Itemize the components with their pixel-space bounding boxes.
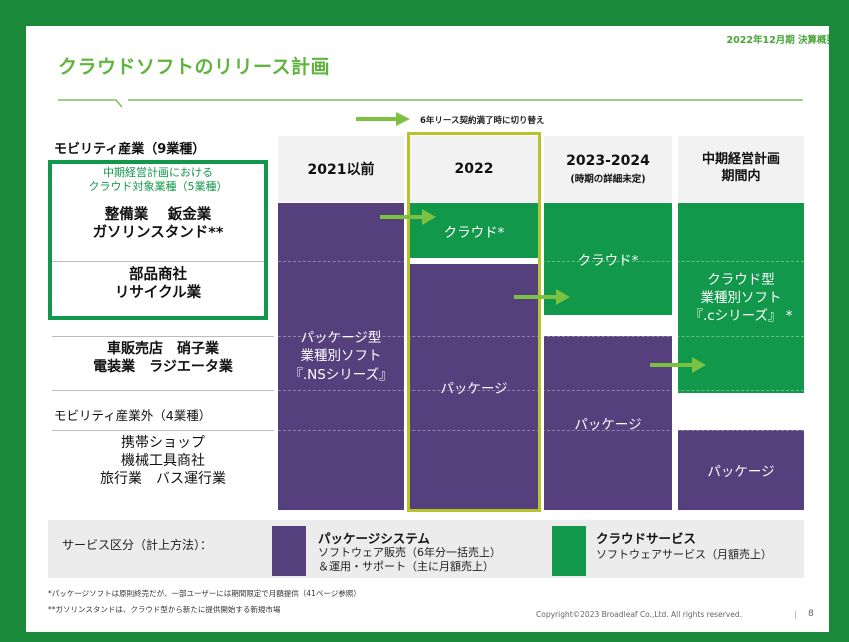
- cloud-target-box: [48, 160, 268, 320]
- title-underline: [58, 99, 803, 108]
- footnote-1: *パッケージソフトは原則終売だが、一部ユーザーには期間限定で月額提供（41ページ…: [48, 589, 361, 598]
- arrow-right-icon: [514, 289, 570, 305]
- service-legend: [48, 520, 804, 578]
- legend-package-title: パッケージシステム: [318, 531, 430, 546]
- industry-group-1: 整備業 鈑金業 ガソリンスタンド**: [92, 207, 224, 242]
- page-title: クラウドソフトのリリース計画: [58, 56, 331, 78]
- arrow-right-icon: [650, 357, 706, 373]
- period-tag: 2022年12月期 決算概要: [726, 35, 829, 46]
- mobility-header: モビリティ産業（9業種）: [54, 142, 206, 157]
- legend-swatch-cloud: [552, 526, 586, 576]
- block-cloud-2022: クラウド*: [410, 203, 538, 258]
- row-divider: [52, 336, 274, 337]
- outside-header: モビリティ産業外（4業種）: [54, 408, 212, 423]
- switch-arrow-label: 6年リース契約満了時に切り替え: [420, 116, 545, 126]
- block-cloud-2023: クラウド*: [544, 203, 672, 315]
- block-package-2022: パッケージ: [410, 264, 538, 510]
- column-header-2023-2024: 2023-2024 (時期の詳細未定): [544, 136, 672, 202]
- industry-group-4: 携帯ショップ 機械工具商社 旅行業 バス運行業: [100, 435, 226, 488]
- service-legend-label: サービス区分（計上方法）：: [62, 538, 213, 552]
- column-header-2022: 2022: [410, 136, 538, 202]
- legend-swatch-package: [272, 526, 306, 576]
- legend-package-desc: ソフトウェア販売（6年分一括売上） ＆運用・サポート（主に月額売上）: [318, 546, 501, 573]
- page-number: 8: [808, 609, 814, 619]
- legend-cloud-desc: ソフトウェアサービス（月額売上）: [596, 548, 772, 561]
- cloud-target-note: 中期経営計画における クラウド対象業種（5業種）: [88, 166, 228, 194]
- arrow-right-icon: [380, 209, 436, 225]
- industry-group-2: 部品商社 リサイクル業: [114, 267, 202, 302]
- switch-arrow-icon: [356, 112, 410, 126]
- block-package-midterm: パッケージ: [678, 430, 804, 510]
- slide: 2022年12月期 決算概要 クラウドソフトのリリース計画 6年リース契約満了時…: [26, 26, 829, 632]
- footnote-2: **ガソリンスタンドは、クラウド型から新たに提供開始する新規市場: [48, 605, 281, 614]
- legend-cloud-title: クラウドサービス: [596, 531, 697, 546]
- row-divider: [52, 261, 264, 262]
- row-divider: [52, 390, 274, 391]
- column-header-2021: 2021以前: [278, 136, 404, 202]
- highlight-2022-frame: [407, 132, 541, 512]
- block-package-2021: パッケージ型 業種別ソフト 『.NSシリーズ』: [278, 203, 404, 510]
- industry-group-3: 車販売店 硝子業 電装業 ラジエータ業: [93, 341, 233, 375]
- copyright: Copyright©2023 Broadleaf Co.,Ltd. All ri…: [536, 610, 742, 619]
- row-divider: [52, 430, 274, 431]
- column-header-midterm: 中期経営計画 期間内: [678, 136, 804, 202]
- footer-separator: |: [794, 610, 797, 619]
